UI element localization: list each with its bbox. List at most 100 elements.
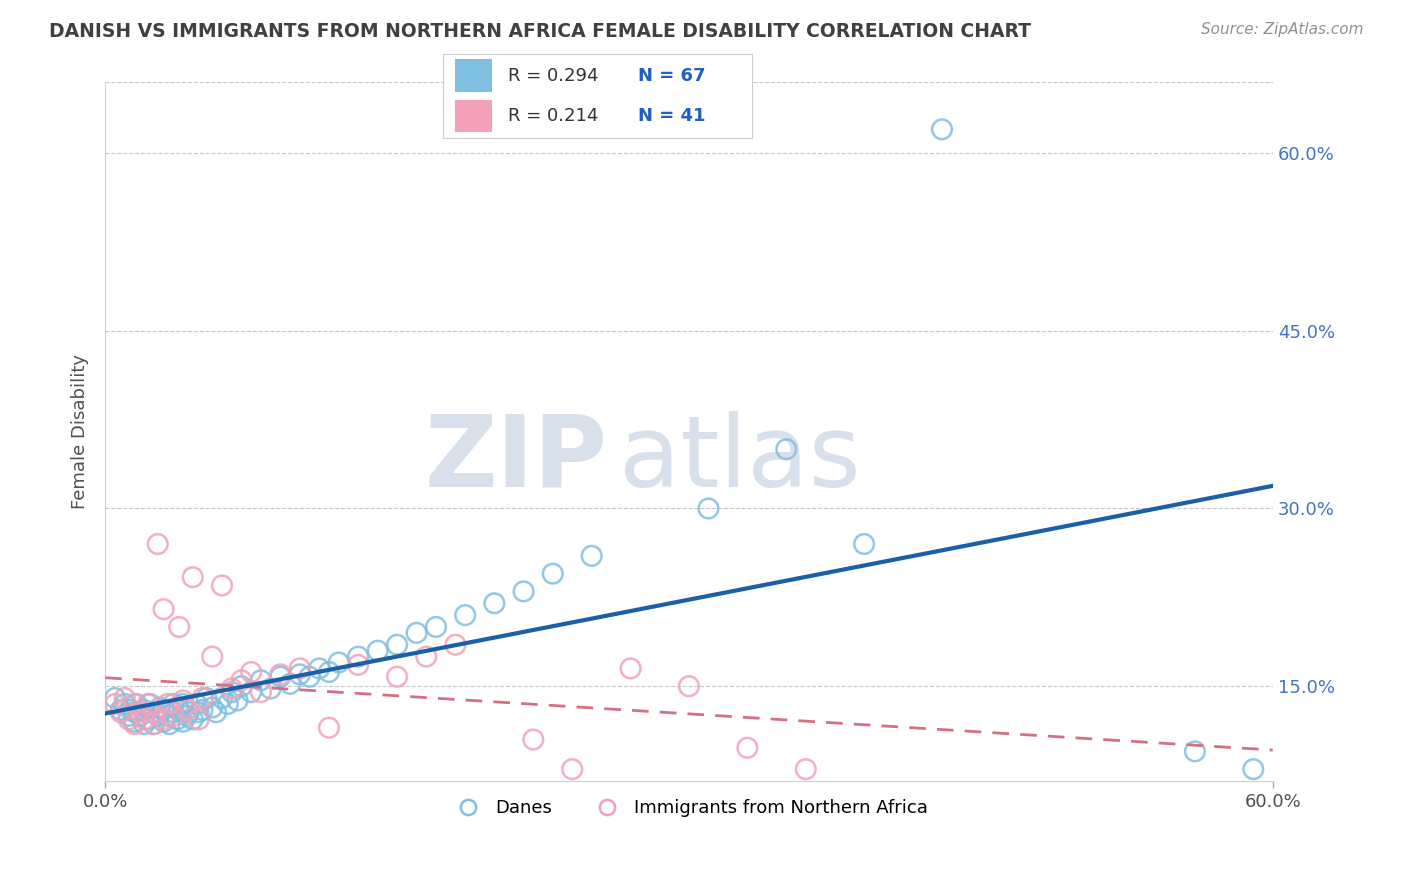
Text: atlas: atlas <box>619 411 860 508</box>
Point <box>124 706 146 720</box>
FancyBboxPatch shape <box>456 100 492 132</box>
Point <box>172 697 194 711</box>
Point <box>186 697 208 711</box>
Text: Source: ZipAtlas.com: Source: ZipAtlas.com <box>1201 22 1364 37</box>
Text: ZIP: ZIP <box>425 411 607 508</box>
Point <box>231 679 253 693</box>
Point <box>415 649 437 664</box>
Legend: Danes, Immigrants from Northern Africa: Danes, Immigrants from Northern Africa <box>443 792 935 824</box>
Point <box>201 700 224 714</box>
Point <box>328 656 350 670</box>
Point <box>454 608 477 623</box>
Point <box>139 697 162 711</box>
Point <box>278 677 301 691</box>
Point <box>120 703 142 717</box>
Point <box>187 712 209 726</box>
Point <box>1241 762 1264 776</box>
Point <box>162 708 184 723</box>
Point <box>1184 744 1206 758</box>
Text: R = 0.214: R = 0.214 <box>508 107 598 125</box>
Point <box>167 703 190 717</box>
Point <box>231 673 253 688</box>
Point <box>166 712 188 726</box>
Point <box>125 697 148 711</box>
Point <box>181 712 204 726</box>
Point <box>142 706 165 720</box>
Point <box>176 708 198 723</box>
Point <box>172 714 194 729</box>
Text: DANISH VS IMMIGRANTS FROM NORTHERN AFRICA FEMALE DISABILITY CORRELATION CHART: DANISH VS IMMIGRANTS FROM NORTHERN AFRIC… <box>49 22 1031 41</box>
Point <box>191 691 214 706</box>
Point <box>484 596 506 610</box>
Point <box>136 697 159 711</box>
Point <box>129 706 152 720</box>
Point <box>678 679 700 693</box>
Point <box>181 570 204 584</box>
Point <box>211 578 233 592</box>
Point <box>405 626 427 640</box>
Point <box>117 708 139 723</box>
Point <box>425 620 447 634</box>
Text: N = 67: N = 67 <box>638 67 706 85</box>
Point <box>697 501 720 516</box>
Point <box>221 681 243 696</box>
Point <box>512 584 534 599</box>
Point <box>187 706 209 720</box>
Point <box>124 697 146 711</box>
Point <box>444 638 467 652</box>
Point <box>110 706 132 720</box>
Point <box>250 685 273 699</box>
Point <box>104 697 127 711</box>
Point <box>159 717 181 731</box>
Point <box>794 762 817 776</box>
Point <box>142 717 165 731</box>
Point <box>367 643 389 657</box>
Point <box>522 732 544 747</box>
Point <box>561 762 583 776</box>
Point <box>288 661 311 675</box>
Point <box>385 670 408 684</box>
Point <box>541 566 564 581</box>
Point <box>114 697 136 711</box>
Point <box>581 549 603 563</box>
Point <box>201 649 224 664</box>
Point <box>124 717 146 731</box>
Point <box>775 442 797 457</box>
Point <box>217 697 239 711</box>
Point <box>347 657 370 672</box>
Point <box>152 602 174 616</box>
Point <box>152 712 174 726</box>
Point <box>347 649 370 664</box>
Point <box>211 691 233 706</box>
Point <box>136 712 159 726</box>
Point <box>318 665 340 679</box>
Point <box>142 706 165 720</box>
Point <box>240 665 263 679</box>
Point <box>110 703 132 717</box>
Point <box>156 708 179 723</box>
Text: N = 41: N = 41 <box>638 107 706 125</box>
Point <box>156 697 179 711</box>
Point <box>620 661 643 675</box>
Point <box>152 703 174 717</box>
Point <box>853 537 876 551</box>
Point <box>149 700 172 714</box>
Point <box>146 537 169 551</box>
Point <box>298 670 321 684</box>
FancyBboxPatch shape <box>456 60 492 92</box>
Point <box>250 673 273 688</box>
Point <box>146 708 169 723</box>
Point <box>117 712 139 726</box>
Point <box>114 691 136 706</box>
Point <box>167 620 190 634</box>
Point <box>931 122 953 136</box>
Point <box>385 638 408 652</box>
Point <box>269 670 291 684</box>
Point <box>177 706 200 720</box>
Point <box>162 706 184 720</box>
Point <box>172 693 194 707</box>
Point <box>288 667 311 681</box>
Point <box>162 697 184 711</box>
Point <box>205 706 228 720</box>
Point <box>195 691 218 706</box>
